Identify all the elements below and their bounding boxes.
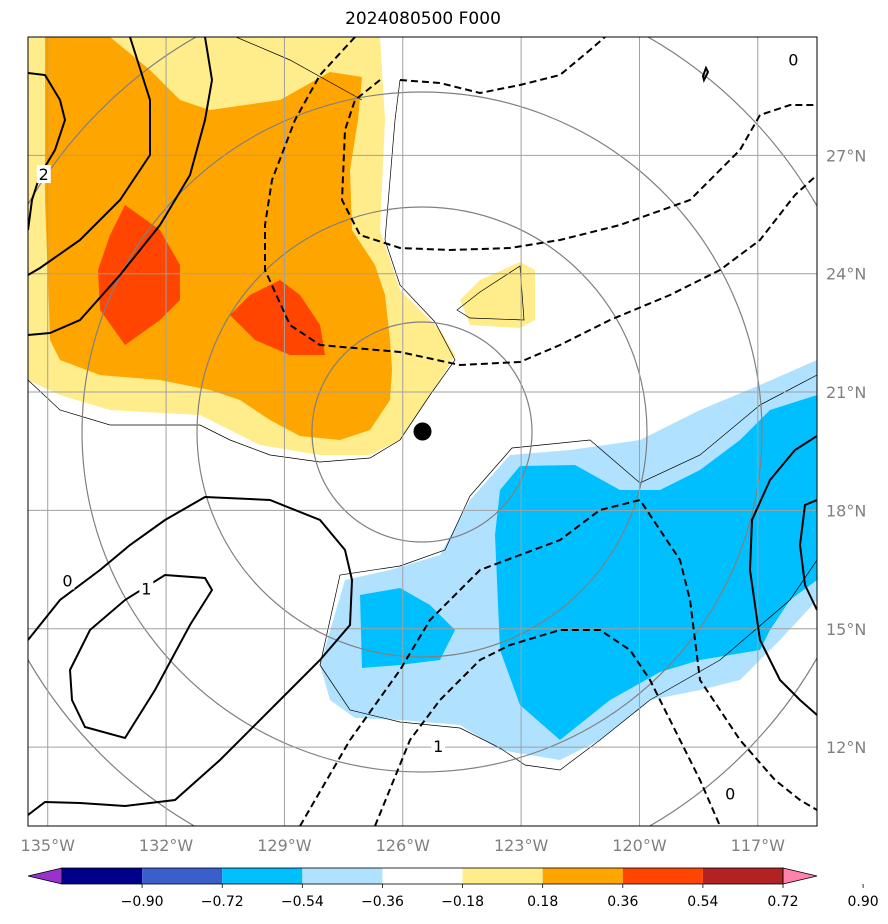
contour-label: 0: [725, 784, 735, 803]
longitude-tick-labels: 135°W 132°W 129°W 126°W 123°W 120°W 117°W: [21, 836, 786, 855]
contour-label-halo: [139, 579, 154, 598]
map-plot-area: 2 0 1 0 0 1: [28, 37, 817, 826]
contour-label: 1: [141, 579, 151, 598]
lon-tick-label: 120°W: [612, 836, 667, 855]
colorbar-label: 0.36: [607, 894, 638, 910]
colorbar-segment: [302, 868, 383, 884]
colorbar-segment: [142, 868, 223, 884]
colorbar-segment: [222, 868, 303, 884]
lon-tick-label: 117°W: [731, 836, 786, 855]
lon-tick-label: 132°W: [139, 836, 194, 855]
lat-tick-label: 18°N: [826, 501, 866, 520]
lat-tick-label: 21°N: [826, 383, 866, 402]
contour-label-halo: [60, 571, 75, 590]
colorbar-label: −0.18: [441, 894, 484, 910]
contour-label-halo: [786, 50, 801, 69]
contour-label: 1: [433, 737, 443, 756]
colorbar-label: 0.72: [767, 894, 798, 910]
contour-labels: 2 0 1 0 0 1: [36, 50, 801, 803]
colorbar-label: −0.36: [361, 894, 404, 910]
colorbar-extend-high: [782, 867, 818, 885]
storm-center-marker: [413, 422, 432, 441]
colorbar-label: −0.90: [121, 894, 164, 910]
colorbar-segment: [702, 868, 783, 884]
colorbar-label: −0.72: [201, 894, 244, 910]
colorbar-label: −0.54: [281, 894, 324, 910]
lat-tick-label: 12°N: [826, 738, 866, 757]
colorbar-label: 0.18: [527, 894, 558, 910]
colorbar-extend-low: [27, 867, 63, 885]
lon-tick-label: 126°W: [376, 836, 431, 855]
contour-label: 0: [62, 571, 72, 590]
negative-anomaly-fill: [320, 360, 817, 760]
colorbar-segment: [622, 868, 703, 884]
lat-tick-label: 27°N: [826, 146, 866, 165]
thin-contour-lines: [28, 37, 817, 771]
colorbar-segment: [62, 868, 143, 884]
lon-tick-label: 135°W: [21, 836, 76, 855]
map-title: 2024080500 F000: [345, 9, 501, 29]
dashed-contours: [264, 37, 817, 826]
lon-tick-label: 129°W: [257, 836, 312, 855]
range-rings: [28, 37, 817, 826]
colorbar-segment: [462, 868, 543, 884]
plot-frame: [27, 36, 818, 827]
lat-tick-label: 15°N: [826, 620, 866, 639]
lat-tick-label: 24°N: [826, 265, 866, 284]
colorbar-frame: [61, 867, 784, 885]
colorbar-segment: [542, 868, 623, 884]
colorbar-segment: [382, 868, 463, 884]
contour-label: 0: [788, 51, 798, 70]
colorbar-label: 0.90: [848, 894, 879, 910]
colorbar: −0.90 −0.72 −0.54 −0.36 −0.18 0.18 0.36 0.54 0.7…: [27, 867, 879, 910]
colorbar-label: 0.54: [687, 894, 718, 910]
contour-label-halo: [36, 165, 51, 184]
solid-contours: [28, 37, 817, 816]
contour-label-halo: [723, 784, 738, 803]
latitude-tick-labels: 27°N 24°N 21°N 18°N 15°N 12°N: [826, 146, 866, 757]
contour-label-halo: [431, 737, 446, 756]
contour-label: 2: [39, 165, 49, 184]
lon-tick-label: 123°W: [494, 836, 549, 855]
